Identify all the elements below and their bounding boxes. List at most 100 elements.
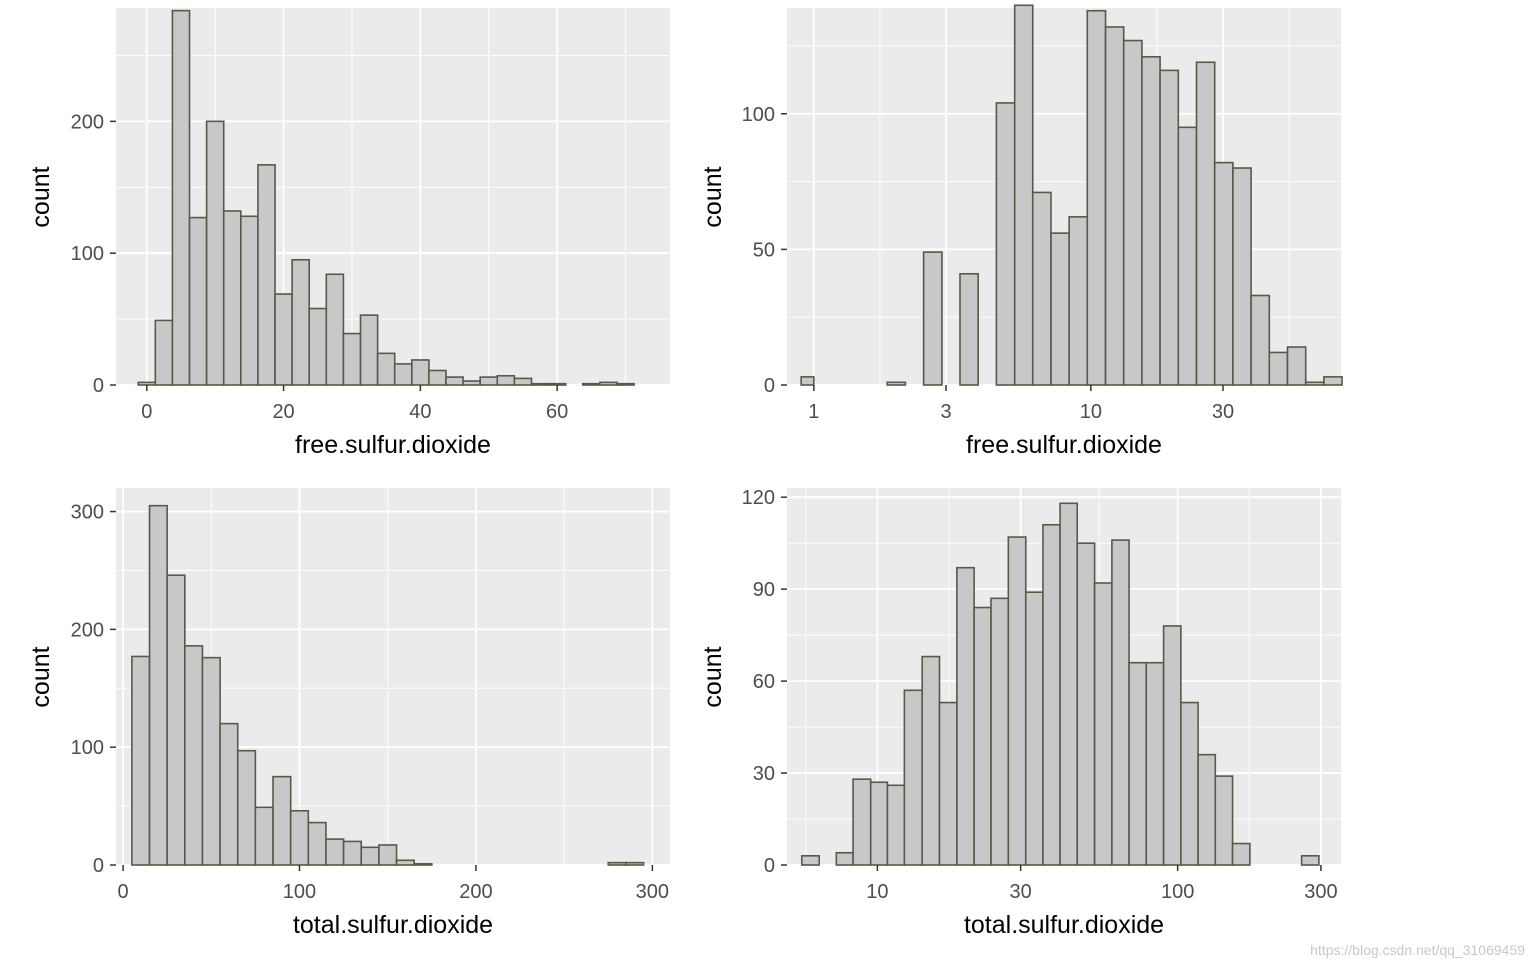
histogram-bar	[607, 861, 627, 866]
histogram-bar	[240, 215, 259, 386]
histogram-bar	[166, 574, 186, 866]
histogram-bar	[1104, 26, 1125, 386]
x-tick-label: 40	[409, 401, 431, 423]
histogram-bar	[1214, 775, 1234, 866]
histogram-bar	[1128, 661, 1148, 866]
panel-3: 0 100 200 300 0 100 200 300 total.sulfur.dioxi…	[27, 488, 670, 939]
y-tick-label: 100	[71, 737, 104, 759]
panel-3-x-axis-title: total.sulfur.dioxide	[293, 911, 493, 939]
histogram-bar	[616, 382, 635, 386]
histogram-bar	[137, 381, 157, 386]
x-tick-label: 1	[808, 401, 819, 423]
y-tick-label: 100	[742, 104, 775, 126]
histogram-bar	[1180, 701, 1199, 866]
histogram-bar	[184, 645, 204, 866]
histogram-bar	[1162, 625, 1182, 866]
panel-3-y-ticks: 0 100 200 300	[71, 502, 116, 877]
histogram-bar	[581, 382, 601, 386]
y-tick-label: 50	[753, 239, 775, 261]
histogram-bar	[360, 846, 380, 866]
histogram-bar	[395, 859, 415, 866]
histogram-bar	[1141, 56, 1161, 386]
histogram-bar	[959, 272, 979, 386]
panel-1: 0 100 200 0 20 40 60 free.sulfur.dioxide coun…	[27, 8, 670, 459]
histogram-bar	[530, 382, 550, 386]
x-tick-label: 20	[272, 401, 294, 423]
histogram-bar	[995, 102, 1016, 386]
panel-3-bars	[131, 504, 645, 866]
histogram-bar	[1195, 61, 1216, 386]
histogram-bar	[1024, 591, 1044, 866]
histogram-bar	[513, 377, 533, 386]
x-tick-label: 100	[283, 881, 316, 903]
histogram-bar	[1286, 346, 1307, 386]
histogram-bar	[1076, 542, 1096, 866]
y-tick-label: 200	[71, 619, 104, 641]
panel-1-grid-minor	[116, 8, 670, 385]
histogram-bar	[496, 374, 516, 386]
histogram-bar	[1232, 167, 1252, 386]
panel-1-x-ticks: 0 20 40 60	[141, 385, 568, 423]
histogram-bar	[1304, 381, 1325, 386]
histogram-bar	[1059, 502, 1079, 866]
y-tick-label: 60	[753, 671, 775, 693]
histogram-bar	[393, 363, 413, 386]
histogram-bar	[1268, 351, 1289, 386]
histogram-bar	[219, 722, 239, 866]
histogram-bar	[342, 332, 362, 386]
histogram-bar	[547, 382, 567, 386]
y-tick-label: 30	[753, 763, 775, 785]
histogram-bar	[1093, 582, 1113, 866]
histogram-bar	[325, 273, 345, 386]
histogram-bar	[359, 314, 379, 386]
histogram-bar	[869, 781, 889, 866]
panel-2-y-ticks: 0 50 100	[742, 104, 787, 397]
panel-4-x-ticks: 10 30 100 300	[866, 865, 1338, 903]
histogram-bar	[308, 307, 328, 386]
histogram-bar	[154, 319, 174, 386]
panel-4-x-axis-title: total.sulfur.dioxide	[964, 911, 1164, 939]
y-tick-label: 0	[93, 375, 104, 397]
panel-1-y-axis-title: count	[27, 166, 55, 227]
histogram-bar	[411, 359, 430, 386]
histogram-bar	[625, 861, 645, 866]
x-tick-label: 10	[866, 881, 888, 903]
histogram-bar	[462, 380, 482, 386]
histogram-bar	[1068, 216, 1089, 386]
x-tick-label: 30	[1212, 401, 1234, 423]
histogram-bar	[1159, 69, 1180, 386]
histogram-bar	[254, 806, 274, 866]
y-tick-label: 0	[764, 375, 775, 397]
histogram-bar	[800, 376, 815, 386]
histogram-bar	[307, 821, 327, 866]
watermark: https://blog.csdn.net/qq_31069459	[1310, 942, 1525, 958]
histogram-bar	[800, 855, 820, 866]
histogram-bar	[1300, 855, 1320, 866]
histogram-bar	[886, 381, 907, 386]
histogram-bar	[272, 775, 292, 866]
histogram-bar	[222, 210, 242, 386]
x-tick-label: 0	[141, 401, 152, 423]
panel-2-bars	[800, 4, 1343, 386]
histogram-bar	[413, 863, 433, 866]
histogram-bar	[1197, 753, 1217, 866]
panel-4-y-ticks: 0 30 60 90 120	[742, 487, 787, 877]
histogram-bar	[1145, 661, 1165, 866]
x-tick-label: 60	[546, 401, 568, 423]
histogram-bar	[1013, 4, 1034, 386]
x-tick-label: 10	[1080, 401, 1102, 423]
y-tick-label: 300	[71, 502, 104, 524]
panel-1-x-axis-title: free.sulfur.dioxide	[295, 431, 491, 459]
histogram-bar	[599, 381, 618, 386]
histogram-bar	[852, 778, 872, 866]
x-tick-label: 300	[1304, 881, 1337, 903]
histogram-bar	[1250, 294, 1271, 386]
histogram-bar	[291, 258, 311, 386]
y-tick-label: 200	[71, 111, 104, 133]
histogram-bar	[257, 164, 276, 386]
histogram-bar	[1122, 39, 1143, 386]
histogram-bar	[148, 504, 168, 866]
histogram-bar	[188, 216, 208, 386]
x-tick-label: 100	[1161, 881, 1194, 903]
histogram-bar	[1111, 539, 1130, 866]
